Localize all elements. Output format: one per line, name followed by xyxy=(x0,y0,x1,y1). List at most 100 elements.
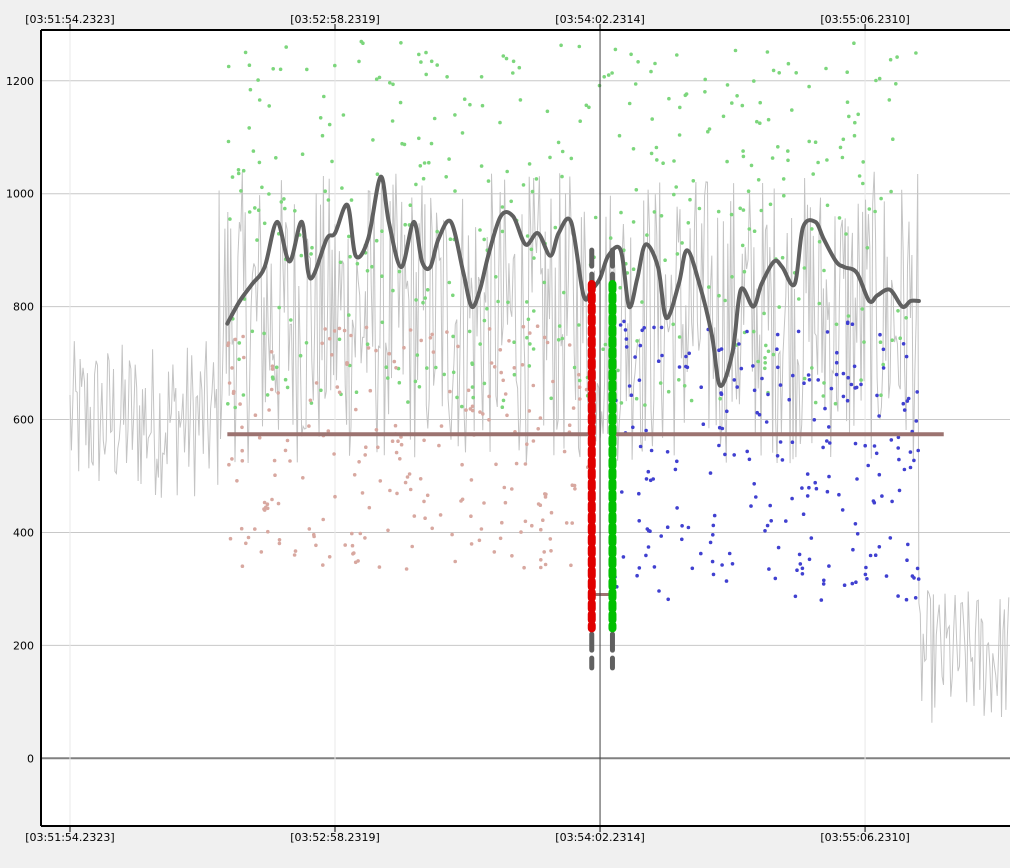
pink-point xyxy=(267,408,271,412)
green-point xyxy=(309,252,313,256)
green-point xyxy=(532,256,536,260)
blue-point xyxy=(835,350,839,355)
pink-point xyxy=(521,324,526,329)
green-point xyxy=(777,71,781,75)
green-point xyxy=(250,329,255,334)
pink-point xyxy=(392,359,397,364)
blue-point xyxy=(816,378,820,382)
green-point xyxy=(816,160,820,165)
pink-point xyxy=(578,397,582,401)
pink-point xyxy=(571,406,576,410)
green-point xyxy=(338,260,343,265)
green-point xyxy=(285,385,290,390)
green-point xyxy=(479,75,484,79)
blue-point xyxy=(916,448,920,453)
green-point xyxy=(262,331,266,336)
blue-point xyxy=(637,378,642,383)
green-point xyxy=(716,209,721,214)
green-point xyxy=(397,269,402,274)
pink-point xyxy=(395,491,399,496)
pink-point xyxy=(342,328,347,333)
pink-point xyxy=(469,478,474,482)
green-point xyxy=(770,156,775,160)
blue-point xyxy=(880,494,884,498)
green-point xyxy=(881,362,885,367)
pink-point xyxy=(292,553,297,557)
blue-point xyxy=(881,366,886,370)
blue-point xyxy=(897,457,901,462)
green-point xyxy=(874,78,878,83)
blue-point xyxy=(873,553,878,557)
green-point xyxy=(608,236,613,240)
green-point xyxy=(811,172,815,176)
blue-point xyxy=(902,408,907,412)
green-point xyxy=(649,151,654,156)
pink-point xyxy=(314,381,319,385)
green-point xyxy=(633,82,638,86)
green-point xyxy=(771,68,776,73)
green-point xyxy=(282,197,286,201)
green-point xyxy=(616,368,620,373)
green-point xyxy=(655,158,659,162)
green-point xyxy=(348,254,352,259)
pink-point xyxy=(539,565,543,570)
pink-point xyxy=(330,353,334,357)
green-point xyxy=(239,189,243,193)
green-point xyxy=(837,216,842,220)
blue-point xyxy=(622,319,626,324)
blue-point xyxy=(834,372,839,377)
pink-point xyxy=(337,390,342,395)
green-point xyxy=(309,401,314,405)
green-point xyxy=(271,67,276,71)
pink-point xyxy=(567,343,572,347)
pink-point xyxy=(549,549,553,553)
y-tick-label: 400 xyxy=(13,526,34,539)
pink-point xyxy=(542,335,547,340)
green-point xyxy=(460,404,464,409)
green-point xyxy=(471,395,476,400)
green-point xyxy=(569,156,574,161)
green-point xyxy=(542,280,547,285)
pink-point xyxy=(277,538,282,542)
green-point xyxy=(556,140,561,145)
green-point xyxy=(879,196,883,201)
blue-point xyxy=(763,529,767,533)
green-point xyxy=(631,147,636,151)
green-point xyxy=(501,54,506,58)
blue-point xyxy=(760,376,764,381)
green-point xyxy=(417,136,421,141)
green-point xyxy=(577,323,581,327)
blue-point xyxy=(768,503,772,508)
green-point xyxy=(323,189,328,193)
pink-point xyxy=(408,328,413,332)
pink-point xyxy=(551,379,555,384)
green-point xyxy=(786,61,791,66)
pink-point xyxy=(350,543,355,548)
pink-point xyxy=(528,331,532,335)
blue-point xyxy=(795,568,799,572)
green-point xyxy=(649,69,653,74)
x-tick-label-bottom: [03:51:54.2323] xyxy=(25,831,114,844)
green-point xyxy=(763,361,767,365)
blue-point xyxy=(864,565,868,570)
pink-point xyxy=(542,550,546,554)
blue-point xyxy=(825,489,830,494)
blue-point xyxy=(727,551,732,556)
blue-point xyxy=(646,528,651,533)
blue-point xyxy=(834,360,839,365)
blue-point xyxy=(730,562,735,566)
green-point xyxy=(386,376,390,380)
blue-point xyxy=(711,572,716,577)
green-point xyxy=(667,96,671,101)
pink-point xyxy=(522,565,526,570)
pink-point xyxy=(262,500,267,505)
green-point xyxy=(423,296,428,300)
blue-point xyxy=(853,522,858,526)
blue-point xyxy=(872,500,877,505)
green-point xyxy=(500,205,505,209)
green-point xyxy=(755,119,759,124)
pink-point xyxy=(242,355,246,360)
green-point xyxy=(856,112,860,117)
blue-point xyxy=(874,451,879,456)
green-point xyxy=(678,105,682,110)
